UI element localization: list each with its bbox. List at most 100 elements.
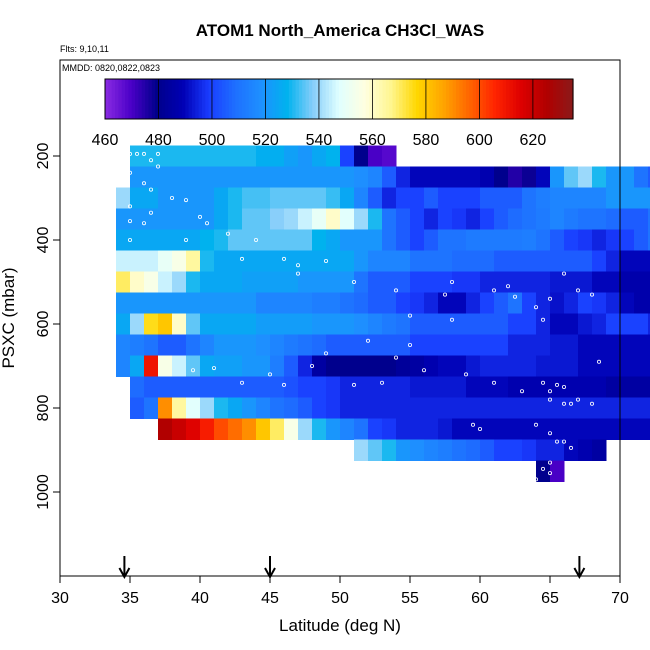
colorbar-segment bbox=[308, 79, 313, 119]
sample-point bbox=[449, 317, 454, 322]
colorbar-segment bbox=[345, 79, 350, 119]
heatmap-cell bbox=[354, 376, 369, 398]
heatmap-cell bbox=[242, 166, 257, 188]
heatmap-cell bbox=[172, 187, 187, 209]
heatmap-cell bbox=[186, 313, 201, 335]
heatmap-cell bbox=[116, 229, 131, 251]
sample-point bbox=[204, 221, 209, 226]
heatmap-cell bbox=[326, 418, 341, 440]
heatmap-cell bbox=[214, 145, 229, 167]
heatmap-cell bbox=[130, 376, 145, 398]
heatmap-cell bbox=[438, 208, 453, 230]
heatmap-cell bbox=[256, 271, 271, 293]
heatmap-cell bbox=[508, 334, 523, 356]
heatmap-cell bbox=[312, 292, 327, 314]
heatmap-cell bbox=[326, 376, 341, 398]
colorbar-segment bbox=[235, 79, 240, 119]
heatmap-cell bbox=[368, 397, 383, 419]
heatmap-cell bbox=[270, 313, 285, 335]
colorbar-segment bbox=[238, 79, 243, 119]
colorbar-segment bbox=[322, 79, 327, 119]
colorbar-segment bbox=[278, 79, 283, 119]
heatmap-cell bbox=[382, 418, 397, 440]
colorbar-segment bbox=[332, 79, 337, 119]
heatmap-cell bbox=[228, 376, 243, 398]
flights-label: Flts: 9,10,11 bbox=[60, 44, 109, 54]
heatmap-cell bbox=[340, 187, 355, 209]
heatmap-cell bbox=[172, 229, 187, 251]
heatmap-cell bbox=[284, 397, 299, 419]
sample-point bbox=[211, 366, 216, 371]
heatmap-cell bbox=[200, 208, 215, 230]
heatmap-cell bbox=[578, 208, 593, 230]
heatmap-cell bbox=[228, 166, 243, 188]
heatmap-cell bbox=[116, 208, 131, 230]
colorbar-segment bbox=[195, 79, 200, 119]
colorbar-segment bbox=[529, 79, 534, 119]
heatmap-cell bbox=[172, 313, 187, 335]
heatmap-cell bbox=[410, 376, 425, 398]
heatmap-cell bbox=[494, 208, 509, 230]
colorbar-segment bbox=[546, 79, 551, 119]
heatmap-cell bbox=[550, 460, 565, 482]
heatmap-cell bbox=[144, 334, 159, 356]
heatmap-cell bbox=[410, 208, 425, 230]
heatmap-cell bbox=[312, 166, 327, 188]
heatmap-cell bbox=[158, 187, 173, 209]
heatmap-cell bbox=[536, 208, 551, 230]
heatmap-cell bbox=[326, 313, 341, 335]
colorbar-segment bbox=[556, 79, 561, 119]
x-tick-label: 70 bbox=[611, 590, 629, 607]
x-tick-label: 50 bbox=[331, 590, 349, 607]
heatmap-cell bbox=[396, 418, 411, 440]
colorbar-segment bbox=[522, 79, 527, 119]
colorbar-segment bbox=[292, 79, 297, 119]
heatmap-cell bbox=[382, 376, 397, 398]
sample-point bbox=[548, 389, 553, 394]
heatmap-cell bbox=[396, 250, 411, 272]
heatmap-cell bbox=[606, 292, 621, 314]
heatmap-cell bbox=[256, 292, 271, 314]
heatmap-cell bbox=[172, 166, 187, 188]
heatmap-cell bbox=[116, 271, 131, 293]
heatmap-cell bbox=[298, 313, 313, 335]
sample-point bbox=[449, 279, 454, 284]
heatmap-cell bbox=[200, 250, 215, 272]
heatmap-cell bbox=[410, 313, 425, 335]
heatmap-cell bbox=[158, 313, 173, 335]
heatmap-cell bbox=[550, 418, 565, 440]
heatmap-cell bbox=[368, 313, 383, 335]
heatmap-cell bbox=[186, 355, 201, 377]
flight-marker-arrowhead bbox=[573, 567, 586, 580]
sample-point bbox=[239, 380, 244, 385]
heatmap-cell bbox=[438, 271, 453, 293]
sample-point bbox=[393, 355, 398, 360]
heatmap-cell bbox=[536, 292, 551, 314]
heatmap-cell bbox=[522, 187, 537, 209]
heatmap-cell bbox=[550, 208, 565, 230]
colorbar-segment bbox=[175, 79, 180, 119]
heatmap-cell bbox=[144, 187, 159, 209]
colorbar-segment bbox=[362, 79, 367, 119]
heatmap-cell bbox=[396, 439, 411, 461]
heatmap-cell bbox=[158, 355, 173, 377]
heatmap-cell bbox=[158, 376, 173, 398]
heatmap-cells bbox=[116, 145, 650, 482]
heatmap-cell bbox=[508, 250, 523, 272]
colorbar-segment bbox=[389, 79, 394, 119]
sample-point bbox=[121, 181, 126, 186]
heatmap-cell bbox=[172, 292, 187, 314]
heatmap-cell bbox=[452, 187, 467, 209]
heatmap-cell bbox=[340, 208, 355, 230]
heatmap-cell bbox=[648, 313, 650, 335]
heatmap-cell bbox=[620, 334, 635, 356]
heatmap-cell bbox=[396, 376, 411, 398]
sample-point bbox=[534, 477, 539, 482]
sample-point bbox=[548, 296, 553, 301]
heatmap-cell bbox=[550, 229, 565, 251]
heatmap-cell bbox=[396, 334, 411, 356]
colorbar-segment bbox=[295, 79, 300, 119]
heatmap-cell bbox=[256, 187, 271, 209]
heatmap-cell bbox=[270, 376, 285, 398]
heatmap-cell bbox=[214, 250, 229, 272]
